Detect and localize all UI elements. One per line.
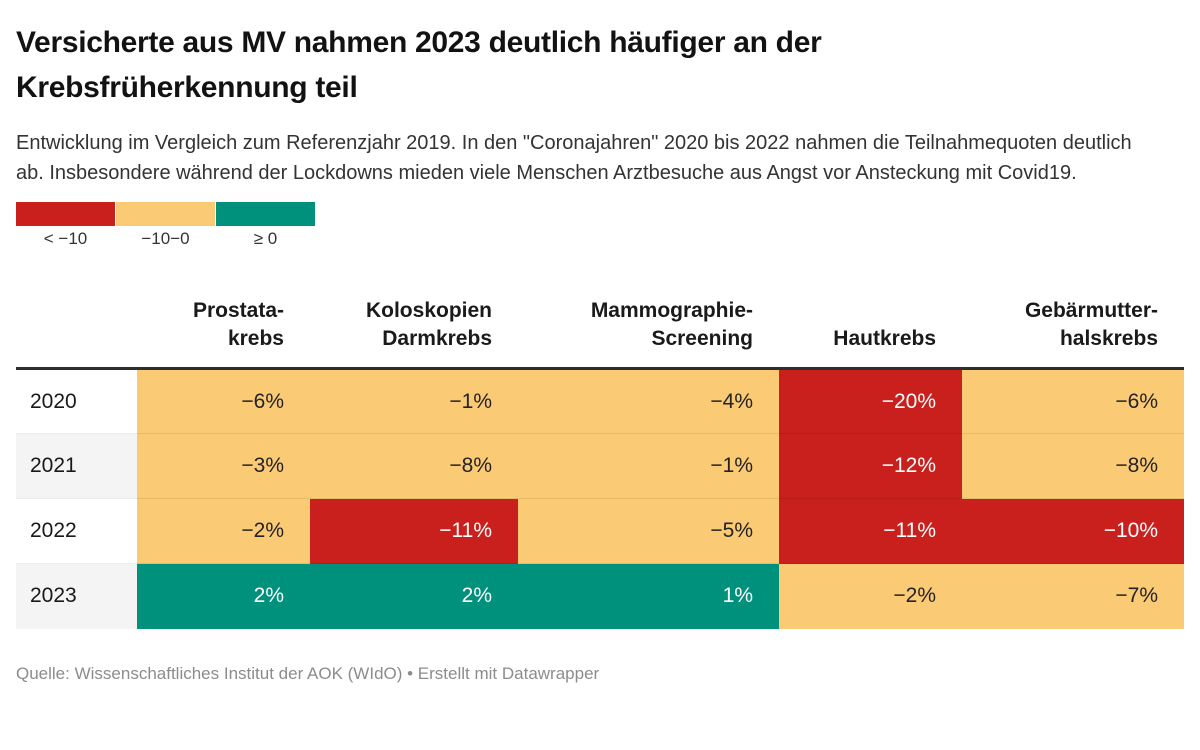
legend-swatch-orange xyxy=(116,202,215,226)
column-header-gebaermutterhalskrebs: Gebärmutter- halskrebs xyxy=(962,297,1184,370)
table-row-2021: 2021 −3% −8% −1% −12% −8% xyxy=(16,433,1184,499)
value-cell: −12% xyxy=(779,433,962,499)
year-cell: 2020 xyxy=(16,368,137,434)
page-title: Versicherte aus MV nahmen 2023 deutlich … xyxy=(16,26,822,104)
source-footer: Quelle: Wissenschaftliches Institut der … xyxy=(16,663,600,683)
value-cell: −2% xyxy=(137,498,310,564)
page-subtitle: Entwicklung im Vergleich zum Referenzjah… xyxy=(16,132,1132,184)
value-cell: −7% xyxy=(962,563,1184,629)
value-cell: −1% xyxy=(310,368,518,434)
legend-item-above-0: ≥ 0 xyxy=(216,202,315,249)
column-header-koloskopien-darmkrebs: Koloskopien Darmkrebs xyxy=(310,297,518,370)
value-cell: −2% xyxy=(779,563,962,629)
year-cell: 2023 xyxy=(16,563,137,629)
heatmap-table: Prostata- krebs Koloskopien Darmkrebs Ma… xyxy=(16,297,1184,629)
value-cell: −1% xyxy=(518,433,779,499)
value-cell: −10% xyxy=(962,498,1184,564)
color-legend: < −10 −10−0 ≥ 0 xyxy=(16,202,1184,249)
table-row-2020: 2020 −6% −1% −4% −20% −6% xyxy=(16,368,1184,434)
value-cell: 2% xyxy=(310,563,518,629)
page: Versicherte aus MV nahmen 2023 deutlich … xyxy=(16,26,1184,683)
year-cell: 2022 xyxy=(16,498,137,564)
value-cell: −20% xyxy=(779,368,962,434)
table-row-2023: 2023 2% 2% 1% −2% −7% xyxy=(16,563,1184,629)
legend-label: < −10 xyxy=(43,229,88,248)
value-cell: −4% xyxy=(518,368,779,434)
value-cell: −8% xyxy=(962,433,1184,499)
value-cell: −8% xyxy=(310,433,518,499)
value-cell: −5% xyxy=(518,498,779,564)
column-header-prostatakrebs: Prostata- krebs xyxy=(137,297,310,370)
value-cell: −11% xyxy=(310,498,518,564)
table-row-2022: 2022 −2% −11% −5% −11% −10% xyxy=(16,498,1184,564)
value-cell: 1% xyxy=(518,563,779,629)
legend-item-below-minus10: < −10 xyxy=(16,202,115,249)
value-cell: −3% xyxy=(137,433,310,499)
column-header-year xyxy=(16,297,137,370)
legend-swatch-green xyxy=(216,202,315,226)
value-cell: 2% xyxy=(137,563,310,629)
legend-label: −10−0 xyxy=(141,229,190,248)
value-cell: −6% xyxy=(137,368,310,434)
legend-label: ≥ 0 xyxy=(253,229,278,248)
header-row: Prostata- krebs Koloskopien Darmkrebs Ma… xyxy=(16,297,1184,370)
legend-item-minus10-to-0: −10−0 xyxy=(116,202,215,249)
legend-swatch-red xyxy=(16,202,115,226)
column-header-mammographie-screening: Mammographie- Screening xyxy=(518,297,779,370)
value-cell: −6% xyxy=(962,368,1184,434)
year-cell: 2021 xyxy=(16,433,137,499)
column-header-hautkrebs: Hautkrebs xyxy=(779,297,962,370)
value-cell: −11% xyxy=(779,498,962,564)
